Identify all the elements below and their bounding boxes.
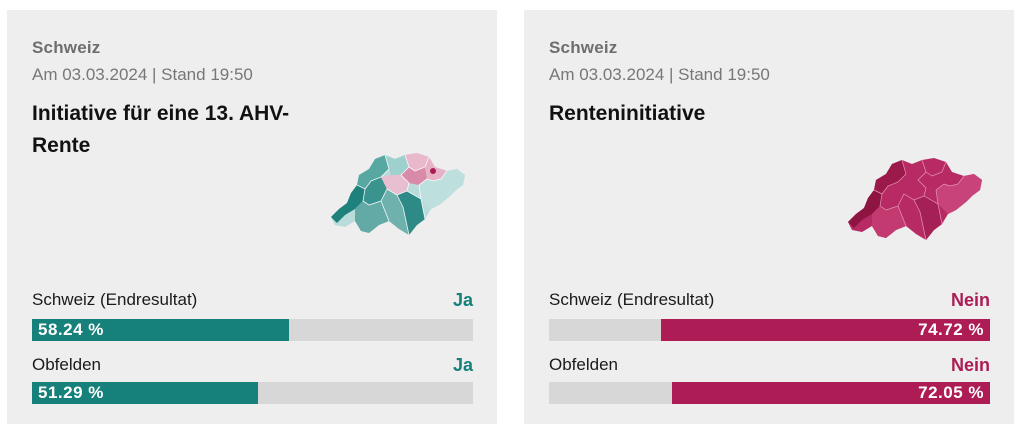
switzerland-map-icon <box>331 153 465 236</box>
percent-value: 74.72 % <box>918 320 984 339</box>
result-nein: Nein <box>950 355 990 375</box>
bar-fill-ja: 51.29 % <box>32 382 259 404</box>
vote-title: Renteninitiative <box>549 102 706 125</box>
row-label-schweiz: Schweiz (Endresultat) <box>549 290 715 309</box>
row-label-obfelden: Obfelden <box>32 355 101 374</box>
percent-value: 58.24 % <box>38 320 104 339</box>
vote-title: Initiative für eine 13. AHV-Rente <box>32 102 290 157</box>
switzerland-map-icon <box>848 158 982 241</box>
result-bar-schweiz: 58.24 % <box>32 319 473 341</box>
result-ja: Ja <box>452 290 473 310</box>
bar-fill-ja: 58.24 % <box>32 319 289 341</box>
vote-card-ahv[interactable]: Schweiz Am 03.03.2024 | Stand 19:50 Init… <box>7 10 497 424</box>
bar-fill-nein: 74.72 % <box>660 319 990 341</box>
result-nein: Nein <box>950 290 990 310</box>
vote-card-renteninitiative[interactable]: Schweiz Am 03.03.2024 | Stand 19:50 Rent… <box>524 10 1014 424</box>
row-label-obfelden: Obfelden <box>549 355 618 374</box>
region-label: Schweiz <box>32 38 101 57</box>
result-ja: Ja <box>452 355 473 375</box>
date-stand: Am 03.03.2024 | Stand 19:50 <box>32 65 253 84</box>
bar-fill-nein: 72.05 % <box>672 382 990 404</box>
row-label-schweiz: Schweiz (Endresultat) <box>32 290 198 309</box>
region-label: Schweiz <box>549 38 618 57</box>
result-bar-schweiz: 74.72 % <box>549 319 990 341</box>
date-stand: Am 03.03.2024 | Stand 19:50 <box>549 65 770 84</box>
result-bar-obfelden: 72.05 % <box>549 382 990 404</box>
result-bar-obfelden: 51.29 % <box>32 382 473 404</box>
percent-value: 72.05 % <box>918 383 984 402</box>
percent-value: 51.29 % <box>38 383 104 402</box>
